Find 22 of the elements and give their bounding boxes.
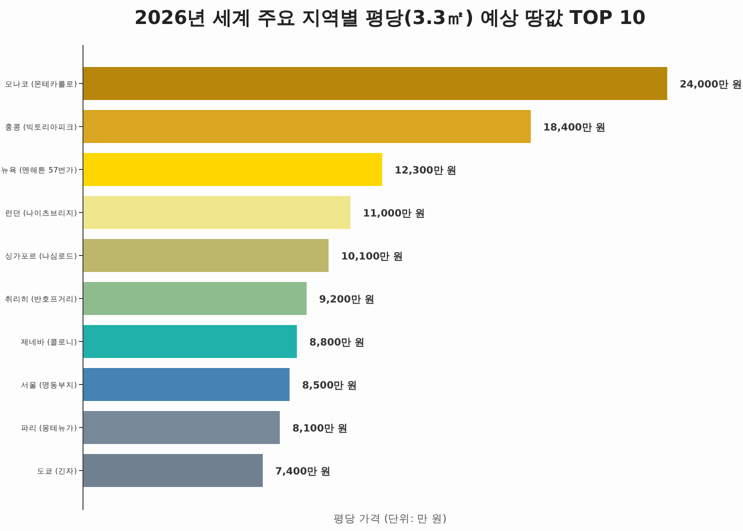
chart-title: 2026년 세계 주요 지역별 평당(3.3㎡) 예상 땅값 TOP 10 <box>134 7 646 29</box>
bar <box>82 238 330 273</box>
bar <box>82 324 298 359</box>
data-label: 10,100만 원 <box>341 252 404 262</box>
bar <box>82 367 291 402</box>
data-label: 8,500만 원 <box>302 380 358 392</box>
data-label: 11,000만 원 <box>363 208 426 220</box>
bar <box>82 281 308 316</box>
data-label: 9,200만 원 <box>319 294 374 306</box>
bar <box>82 195 352 230</box>
data-label: 12,300만 원 <box>394 166 457 176</box>
data-label: 18,400만 원 <box>543 122 606 134</box>
bar <box>82 410 281 445</box>
data-label: 24,000만 원 <box>680 80 742 90</box>
data-label: 7,400만 원 <box>275 466 330 478</box>
bar <box>82 109 532 144</box>
data-label: 8,100만 원 <box>292 424 348 434</box>
bar <box>82 152 384 187</box>
x-axis-title: 평당 가격 (단위: 만 원) <box>333 513 447 525</box>
bar <box>82 453 264 488</box>
bar <box>82 66 668 101</box>
data-label: 8,800만 원 <box>309 338 365 348</box>
